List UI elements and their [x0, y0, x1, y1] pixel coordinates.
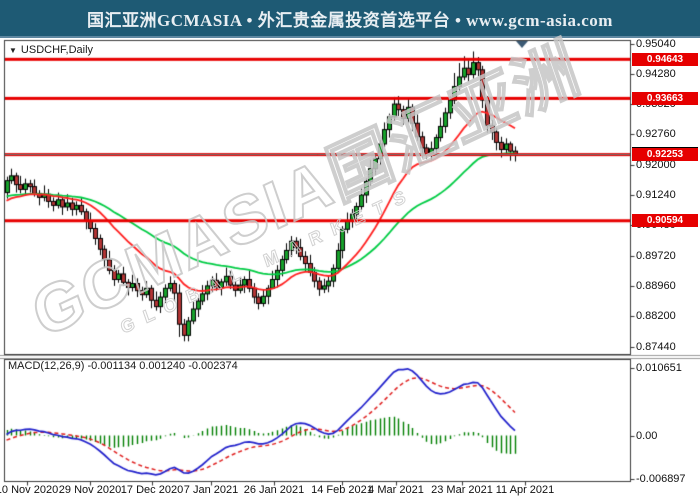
price-tick-label: 0.95040 — [636, 37, 676, 50]
price-tick-label: 0.88200 — [636, 310, 676, 323]
brand-banner-text: 国汇亚洲GCMASIA • 外汇贵金属投资首选平台 • www.gcm-asia… — [87, 10, 613, 30]
level-price-tag[interactable]: 0.93663 — [632, 91, 698, 105]
date-tick-label: 4 Mar 2021 — [368, 484, 424, 496]
symbol-timeframe-label: ▼ USDCHF,Daily — [9, 44, 93, 56]
level-price-tag[interactable]: 0.90594 — [632, 214, 698, 228]
date-tick-label: 17 Dec 2020 — [120, 484, 184, 496]
date-tick-label: 26 Jan 2021 — [243, 484, 305, 496]
brand-banner: 国汇亚洲GCMASIA • 外汇贵金属投资首选平台 • www.gcm-asia… — [0, 0, 700, 38]
price-tick-label: 0.92760 — [636, 128, 676, 141]
symbol-label-text: USDCHF,Daily — [20, 44, 94, 56]
price-tick-label: 0.94280 — [636, 67, 676, 80]
date-tick-label: 14 Feb 2021 — [311, 484, 373, 496]
level-price-tag[interactable]: 0.92253 — [632, 148, 698, 162]
price-tick-label: 0.91240 — [636, 189, 676, 201]
date-tick-label: 29 Nov 2020 — [58, 484, 122, 496]
macd-tick-label: 0.00 — [636, 429, 658, 442]
price-tick-label: 0.92000 — [636, 158, 676, 171]
price-tick-label: 0.88960 — [636, 279, 676, 292]
price-tick-label: 0.89720 — [636, 249, 676, 262]
macd-tick-label: -0.006897 — [636, 473, 686, 486]
price-tick-label: 0.87440 — [636, 340, 676, 353]
macd-tick-label: 0.010651 — [636, 362, 682, 374]
chevron-down-icon: ▼ — [9, 46, 17, 55]
macd-indicator-label: MACD(12,26,9) -0.001134 0.001240 -0.0023… — [8, 360, 238, 372]
date-tick-label: 7 Jan 2021 — [183, 484, 239, 496]
date-tick-label: 10 Nov 2020 — [0, 484, 59, 496]
date-tick-label: 11 Apr 2021 — [495, 484, 555, 496]
date-tick-label: 23 Mar 2021 — [431, 484, 493, 496]
level-price-tag[interactable]: 0.94643 — [632, 52, 698, 66]
